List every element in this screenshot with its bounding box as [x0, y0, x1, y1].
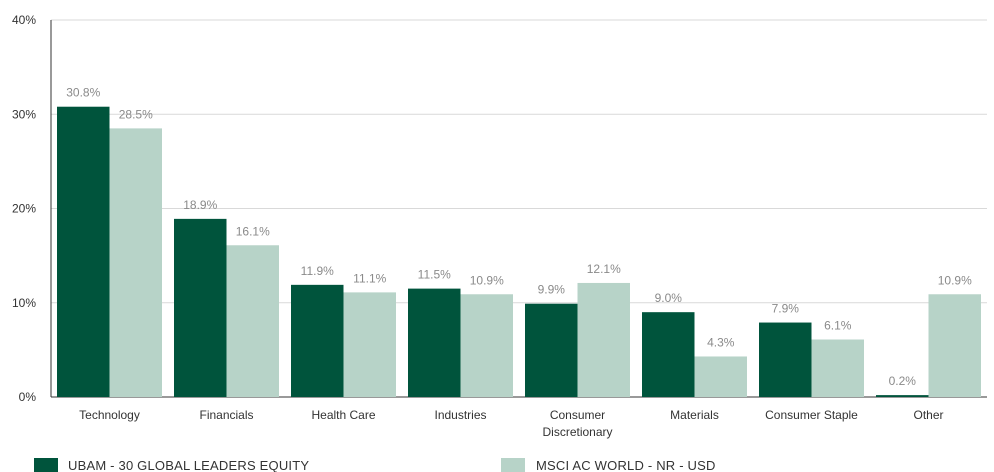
category-label: Consumer Discretionary [542, 408, 612, 439]
data-labels: 30.8% 28.5% 18.9% 16.1% 11.9% 11.1% 11.5% 10.9%… [66, 86, 972, 388]
bar-series-1 [291, 284, 344, 397]
y-tick-label: 20% [12, 202, 36, 216]
bar-series-1 [642, 312, 695, 397]
data-label: 4.3% [707, 335, 735, 349]
bar-series-1 [174, 218, 227, 397]
bar-series-1 [876, 395, 929, 397]
bar-series-2 [460, 294, 513, 397]
category-label: Materials [670, 408, 719, 422]
data-label: 9.9% [538, 283, 566, 297]
data-label: 11.9% [301, 264, 334, 278]
data-label: 12.1% [587, 262, 621, 276]
bar-series-2 [109, 128, 162, 397]
y-axis-tick-labels: 0% 10% 20% 30% 40% [12, 13, 36, 404]
data-label: 30.8% [66, 86, 100, 100]
data-label: 18.9% [183, 198, 217, 212]
legend-label: UBAM - 30 GLOBAL LEADERS EQUITY [68, 458, 309, 472]
data-label: 16.1% [236, 224, 270, 238]
y-tick-label: 40% [12, 13, 36, 27]
bar-series-2 [694, 356, 747, 397]
x-axis-category-labels: Technology Financials Health Care Industrie… [79, 408, 943, 439]
y-tick-label: 0% [19, 390, 37, 404]
bar-series-2 [811, 339, 864, 397]
bar-series-1 [525, 303, 578, 397]
bar-series-2 [928, 294, 981, 397]
data-label: 28.5% [119, 107, 153, 121]
data-label: 6.1% [824, 319, 852, 333]
bars [57, 106, 981, 398]
legend-swatch [34, 458, 58, 472]
data-label: 10.9% [470, 273, 504, 287]
legend: UBAM - 30 GLOBAL LEADERS EQUITY MSCI AC W… [34, 458, 716, 472]
data-label: 0.2% [889, 374, 917, 388]
data-label: 7.9% [772, 302, 800, 316]
category-label: Consumer Staple [765, 408, 858, 422]
data-label: 9.0% [655, 291, 683, 305]
legend-label: MSCI AC WORLD - NR - USD [536, 458, 716, 472]
y-tick-label: 30% [12, 107, 36, 121]
legend-swatch [501, 458, 525, 472]
category-label: Other [913, 408, 943, 422]
bar-series-1 [759, 322, 812, 397]
data-label: 11.5% [418, 268, 451, 282]
category-label: Technology [79, 408, 140, 422]
data-label: 11.1% [353, 271, 386, 285]
bar-series-1 [57, 106, 110, 398]
bar-series-2 [226, 245, 279, 397]
bar-series-1 [408, 288, 461, 397]
category-label: Industries [434, 408, 486, 422]
bar-series-2 [577, 282, 630, 397]
category-label: Financials [199, 408, 253, 422]
data-label: 10.9% [938, 273, 972, 287]
category-label: Health Care [311, 408, 375, 422]
bar-series-2 [343, 292, 396, 397]
y-tick-label: 10% [12, 296, 36, 310]
